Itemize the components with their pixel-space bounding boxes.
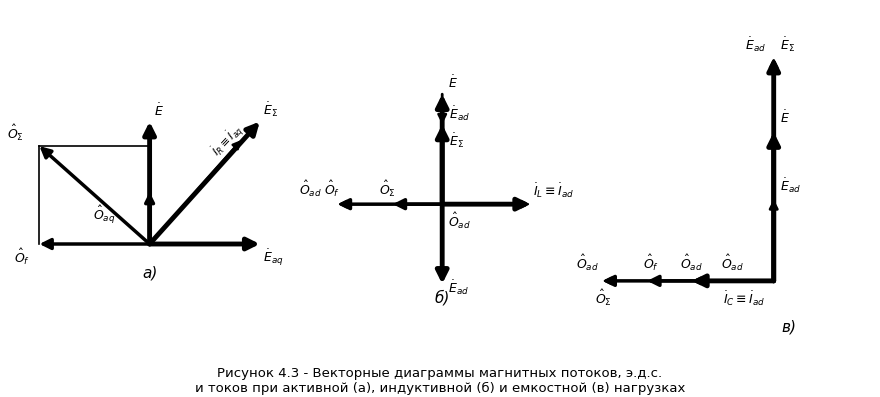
Text: $\hat{O}_{f}$: $\hat{O}_{f}$ — [14, 247, 30, 267]
Text: $\dot{E}_{ad}$: $\dot{E}_{ad}$ — [449, 104, 470, 123]
Text: $\dot{E}_{aq}$: $\dot{E}_{aq}$ — [263, 247, 283, 268]
Text: $\dot{E}_{ad}$: $\dot{E}_{ad}$ — [448, 278, 469, 297]
Text: $\hat{O}_{ad}$: $\hat{O}_{ad}$ — [722, 253, 744, 274]
Text: $\dot{E}$: $\dot{E}$ — [780, 110, 789, 126]
Text: $\dot{E}_{\Sigma}$: $\dot{E}_{\Sigma}$ — [780, 35, 795, 54]
Text: $\hat{O}_{\Sigma}$: $\hat{O}_{\Sigma}$ — [7, 123, 24, 143]
Text: $\hat{O}_f$: $\hat{O}_f$ — [325, 179, 341, 198]
Text: а): а) — [142, 266, 158, 280]
Text: $\hat{O}_{\Sigma}$: $\hat{O}_{\Sigma}$ — [595, 288, 612, 308]
Text: $\hat{O}_{\Sigma}$: $\hat{O}_{\Sigma}$ — [378, 179, 395, 198]
Text: $\dot{E}_{\Sigma}$: $\dot{E}_{\Sigma}$ — [449, 131, 464, 150]
Text: $\dot{E}$: $\dot{E}$ — [448, 75, 458, 91]
Text: $\hat{O}_{ad}$: $\hat{O}_{ad}$ — [680, 253, 703, 274]
Text: $\dot{E}_{ad}$: $\dot{E}_{ad}$ — [780, 177, 801, 195]
Text: Рисунок 4.3 - Векторные диаграммы магнитных потоков, э.д.с.
и токов при активной: Рисунок 4.3 - Векторные диаграммы магнит… — [194, 367, 686, 395]
Text: $\dot{I}_R \equiv \dot{I}_{aq}$: $\dot{I}_R \equiv \dot{I}_{aq}$ — [208, 121, 248, 161]
Text: $\dot{I}_L \equiv \dot{I}_{ad}$: $\dot{I}_L \equiv \dot{I}_{ad}$ — [533, 181, 574, 200]
Text: $\dot{I}_C \equiv \dot{I}_{ad}$: $\dot{I}_C \equiv \dot{I}_{ad}$ — [722, 290, 765, 308]
Text: $\dot{E}$: $\dot{E}$ — [154, 102, 164, 119]
Text: $\hat{O}_{ad}$: $\hat{O}_{ad}$ — [299, 179, 322, 198]
Text: $\hat{O}_{ad}$: $\hat{O}_{ad}$ — [576, 253, 598, 274]
Text: б): б) — [435, 289, 450, 305]
Text: $\hat{O}_{aq}$: $\hat{O}_{aq}$ — [93, 204, 116, 225]
Text: $\hat{O}_f$: $\hat{O}_f$ — [642, 253, 659, 274]
Text: $\hat{O}_{ad}$: $\hat{O}_{ad}$ — [448, 211, 471, 231]
Text: $\dot{E}_{\Sigma}$: $\dot{E}_{\Sigma}$ — [263, 100, 278, 119]
Text: в): в) — [781, 320, 796, 335]
Text: $\dot{E}_{ad}$: $\dot{E}_{ad}$ — [745, 35, 766, 54]
